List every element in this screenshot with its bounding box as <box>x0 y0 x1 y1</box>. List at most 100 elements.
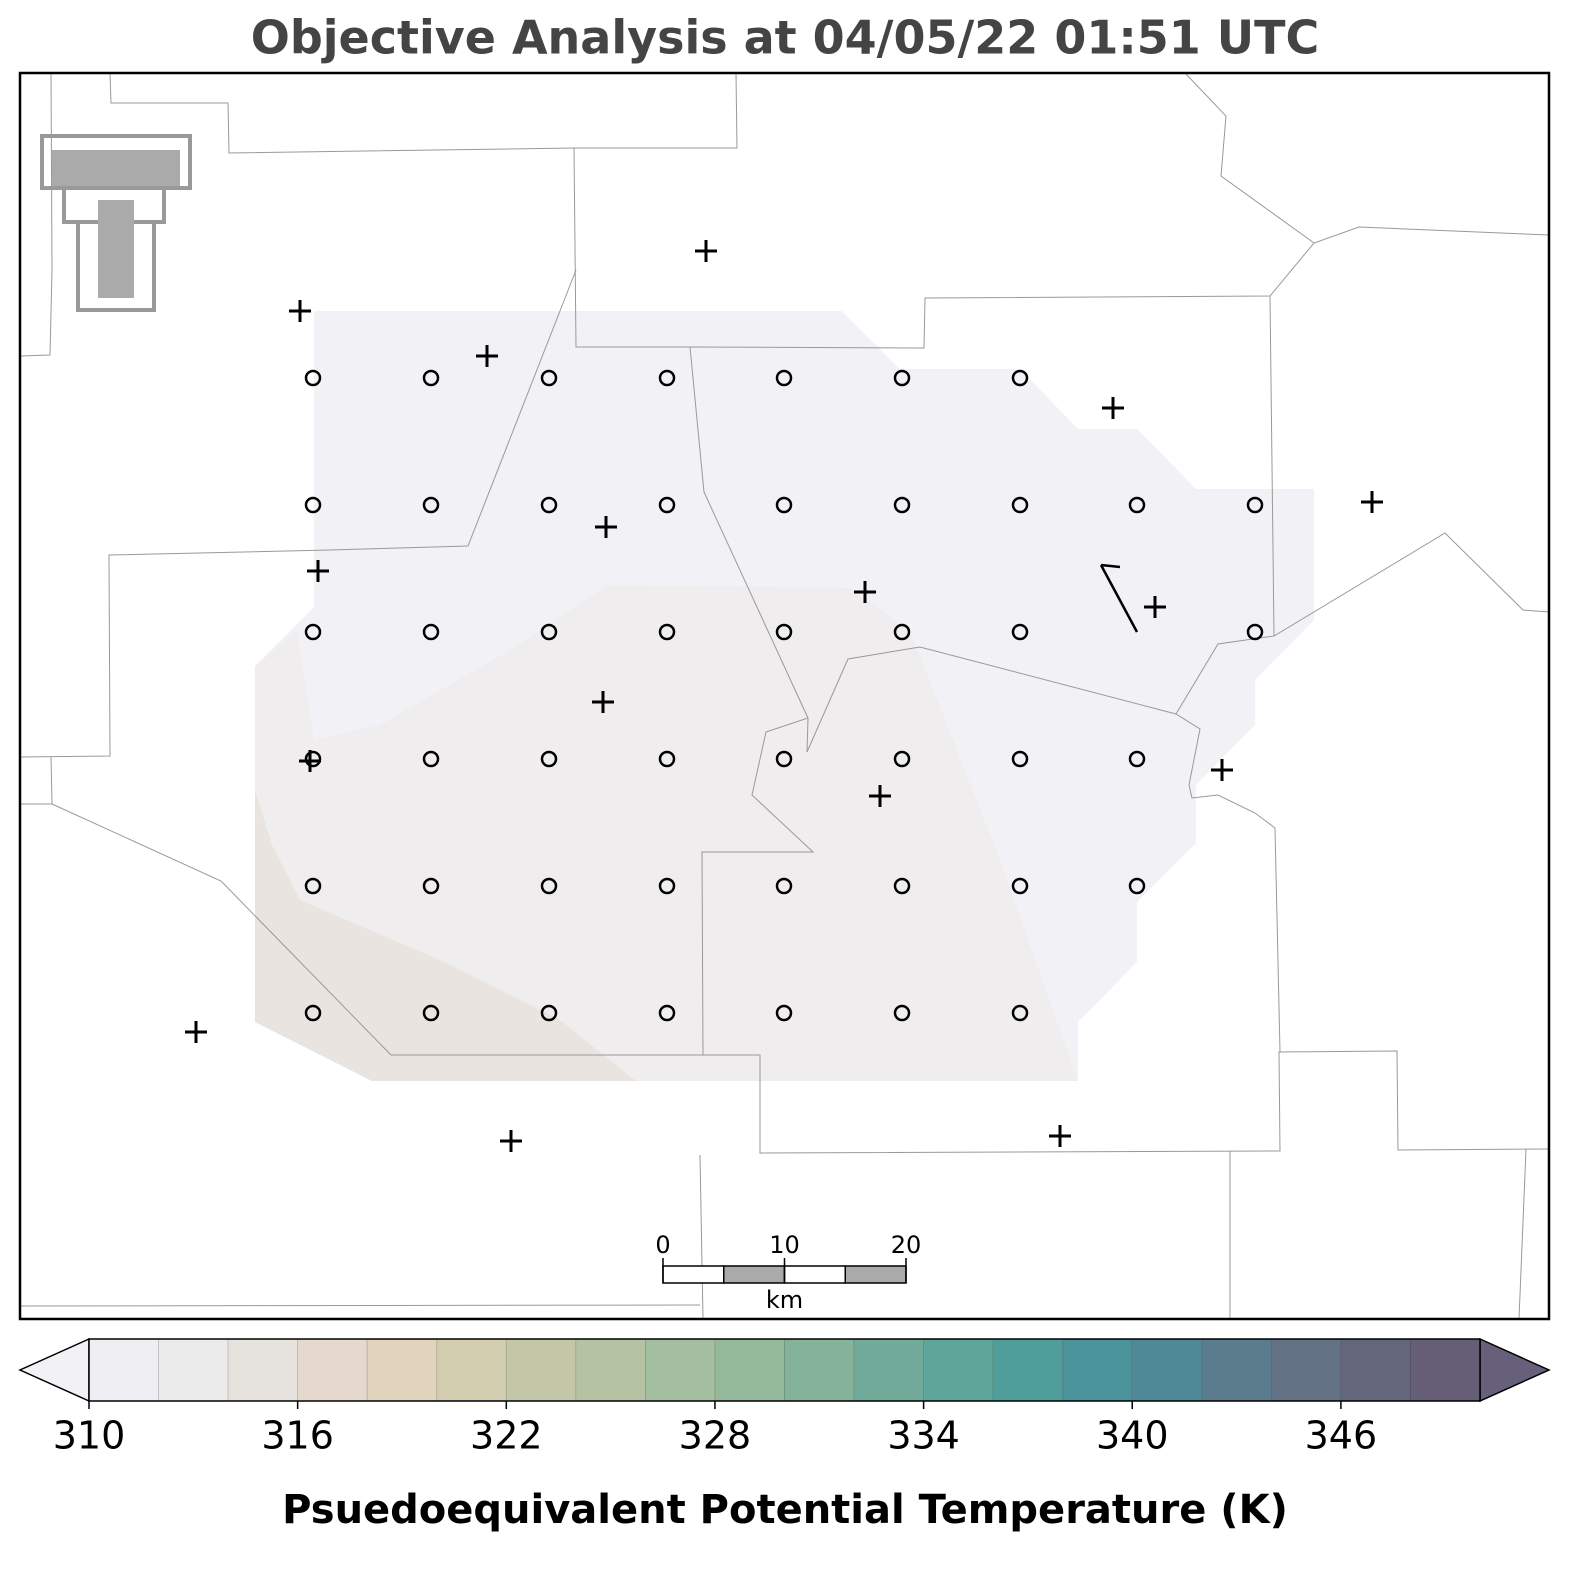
colorbar-tick-label: 316 <box>261 1414 334 1458</box>
station-marker <box>869 785 891 807</box>
grid-point <box>658 750 676 768</box>
colorbar-tick-label: 346 <box>1305 1414 1378 1458</box>
scale-tick-label: 10 <box>769 1231 800 1259</box>
grid-point <box>540 877 558 895</box>
scale-tick-label: 0 <box>655 1231 670 1259</box>
grid-point <box>1011 1004 1029 1022</box>
grid-point <box>540 1004 558 1022</box>
grid-point <box>893 750 911 768</box>
county-lines <box>19 72 1550 1320</box>
colorbar-frame <box>88 1338 1481 1402</box>
station-marker <box>185 1021 207 1043</box>
colorbar-bin <box>1131 1338 1203 1402</box>
scale-bar: 0 10 20 km <box>655 1231 921 1314</box>
grid-point <box>658 623 676 641</box>
station-marker <box>1361 491 1383 513</box>
grid-point <box>304 877 322 895</box>
colorbar-tick-label: 322 <box>470 1414 543 1458</box>
colorbar-extend-low <box>18 1337 90 1403</box>
colorbar-bin <box>1270 1338 1342 1402</box>
colorbar-tick-label: 310 <box>53 1414 126 1458</box>
colorbar-tick-label: 340 <box>1096 1414 1169 1458</box>
station-marker <box>1211 759 1233 781</box>
grid-point <box>1011 496 1029 514</box>
station-marker <box>299 750 321 772</box>
colorbar-bin <box>88 1338 159 1402</box>
grid-point <box>422 1004 440 1022</box>
colorbar-bin <box>784 1338 855 1402</box>
colorbar-label: Psuedoequivalent Potential Temperature (… <box>282 1487 1288 1533</box>
station-marker <box>307 560 329 582</box>
station-marker <box>1102 397 1124 419</box>
colorbar-bin <box>853 1338 924 1402</box>
station-marker <box>695 240 717 262</box>
colorbar-bin <box>436 1338 507 1402</box>
grid-point <box>658 877 676 895</box>
colorbar: 310 316 322 328 334 340 346 <box>18 1337 1551 1458</box>
colorbar-bin <box>923 1338 994 1402</box>
map-frame <box>18 71 1551 1321</box>
grid-point <box>540 623 558 641</box>
station-marker <box>289 300 311 322</box>
station-marker <box>595 516 617 538</box>
station-marker <box>592 691 614 713</box>
grid-point <box>1011 369 1029 387</box>
station-marker <box>854 581 876 603</box>
grid-point <box>1246 496 1264 514</box>
scale-segment <box>783 1265 846 1284</box>
colorbar-bin <box>227 1338 299 1402</box>
grid-point <box>893 1004 911 1022</box>
colorbar-bin <box>575 1338 646 1402</box>
colorbar-extend-high <box>1479 1337 1551 1403</box>
grid-point <box>775 750 793 768</box>
station-marker <box>1144 596 1166 618</box>
grid-point <box>304 623 322 641</box>
grid-point <box>540 369 558 387</box>
colorbar-bin <box>1062 1338 1133 1402</box>
colorbar-bin <box>297 1338 368 1402</box>
stations <box>185 240 1383 1152</box>
grid-point <box>304 369 322 387</box>
grid-point <box>1128 750 1146 768</box>
grid-point <box>775 877 793 895</box>
colorbar-bin <box>1410 1338 1481 1402</box>
grid-point <box>775 623 793 641</box>
grid-point <box>658 369 676 387</box>
grid-point <box>775 369 793 387</box>
scale-unit: km <box>766 1286 803 1314</box>
logo <box>40 134 192 312</box>
grid-point <box>893 877 911 895</box>
grid-point <box>893 496 911 514</box>
grid-point <box>422 496 440 514</box>
grid-point <box>422 877 440 895</box>
colorbar-bin <box>1201 1338 1272 1402</box>
field-shade <box>255 585 1078 1081</box>
scale-tick-label: 20 <box>891 1231 922 1259</box>
colorbar-bin <box>1340 1338 1411 1402</box>
grid-point <box>775 496 793 514</box>
grid-point <box>1128 877 1146 895</box>
station-marker <box>1049 1125 1071 1147</box>
map <box>18 71 1551 1321</box>
grid-point <box>304 496 322 514</box>
scale-segment <box>844 1265 907 1284</box>
grid-point <box>422 369 440 387</box>
grid-point <box>1011 877 1029 895</box>
colorbar-bin <box>992 1338 1064 1402</box>
colorbar-tick-label: 334 <box>887 1414 960 1458</box>
station-marker <box>500 1130 522 1152</box>
colorbar-bin <box>714 1338 785 1402</box>
colorbar-bin <box>366 1338 438 1402</box>
field-shade <box>255 790 636 1081</box>
grid-point <box>422 623 440 641</box>
grid-point <box>775 1004 793 1022</box>
wind-barb <box>1099 563 1139 633</box>
grid-point <box>1128 496 1146 514</box>
colorbar-tick-label: 328 <box>679 1414 752 1458</box>
scale-segment <box>723 1265 786 1284</box>
grid-point <box>658 496 676 514</box>
grid-point <box>1011 750 1029 768</box>
station-marker <box>476 345 498 367</box>
title: Objective Analysis at 04/05/22 01:51 UTC <box>251 11 1320 65</box>
